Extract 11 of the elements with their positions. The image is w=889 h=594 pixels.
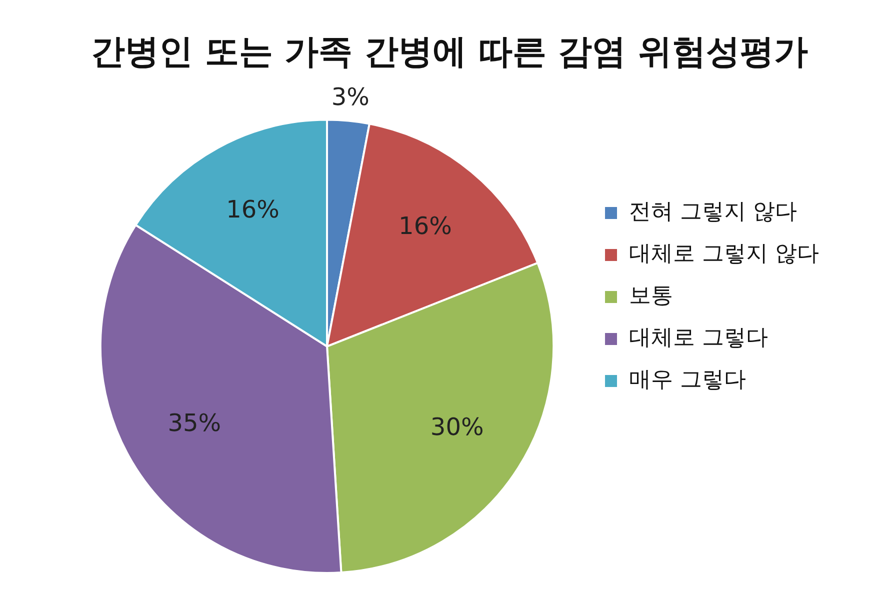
data-label: 30% bbox=[430, 413, 484, 442]
legend-label: 대체로 그렇다 bbox=[629, 326, 768, 351]
data-label: 3% bbox=[331, 83, 370, 112]
data-label: 16% bbox=[226, 196, 280, 224]
legend-label: 보통 bbox=[629, 284, 674, 309]
legend-label: 매우 그렇다 bbox=[629, 368, 746, 393]
legend-label: 대체로 그렇지 않다 bbox=[629, 242, 820, 267]
data-label: 16% bbox=[398, 212, 452, 240]
data-label: 35% bbox=[168, 409, 222, 438]
legend-label: 전혀 그렇지 않다 bbox=[629, 200, 798, 225]
chart-title: 간병인 또는 가족 간병에 따른 감염 위험성평가 bbox=[90, 32, 808, 72]
